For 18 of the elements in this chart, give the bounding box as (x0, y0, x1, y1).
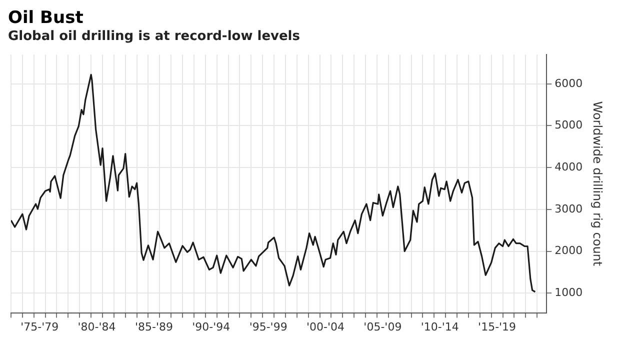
y-tick-label: 5000 (554, 118, 583, 132)
x-tick-label: '85-'89 (134, 320, 173, 334)
x-tick-label: '00-'04 (306, 320, 345, 334)
x-tick-label: '80-'84 (78, 320, 116, 334)
y-tick-label: 4000 (554, 160, 583, 174)
y-tick-label: 2000 (554, 244, 583, 258)
x-tick-label: '05-'09 (364, 320, 402, 334)
x-tick-label: '10-'14 (420, 320, 459, 334)
y-tick-label: 6000 (554, 76, 583, 90)
x-tick-label: '95-'99 (249, 320, 288, 334)
x-tick-label: '15-'19 (478, 320, 516, 334)
y-tick-label: 1000 (554, 286, 583, 299)
x-tick-label: '90-'94 (192, 320, 230, 334)
y-axis-title: Worldwide drilling rig count (590, 101, 605, 266)
chart-subtitle: Global oil drilling is at record-low levels (8, 28, 302, 45)
y-tick-label: 3000 (554, 202, 583, 216)
chart-title: Oil Bust (8, 8, 84, 28)
x-tick-label: '75-'79 (20, 320, 59, 334)
